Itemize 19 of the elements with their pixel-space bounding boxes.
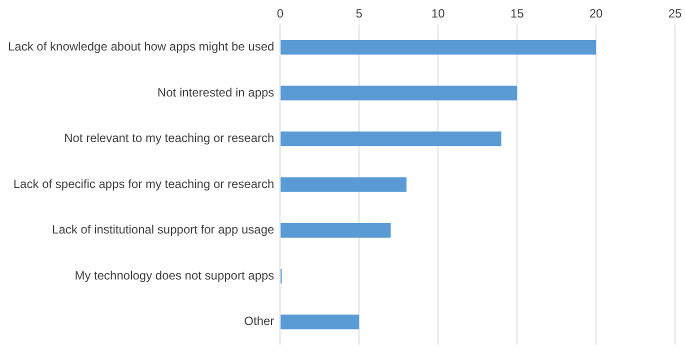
x-tick-label: 10 bbox=[431, 6, 446, 21]
x-tick-label: 15 bbox=[510, 6, 524, 21]
x-tick-label: 0 bbox=[276, 6, 284, 21]
x-tick-label: 25 bbox=[668, 6, 682, 21]
bar bbox=[280, 177, 407, 192]
y-tick-label: Not interested in apps bbox=[157, 85, 274, 100]
x-tick-label: 20 bbox=[589, 6, 604, 21]
y-tick-label: Lack of specific apps for my teaching or research bbox=[13, 176, 274, 191]
bar bbox=[280, 314, 360, 330]
x-tick-label: 5 bbox=[356, 6, 363, 21]
y-tick-label: Not relevant to my teaching or research bbox=[64, 131, 274, 146]
bar bbox=[280, 86, 518, 100]
y-tick-label: My technology does not support apps bbox=[74, 268, 274, 282]
bar bbox=[280, 223, 391, 238]
y-tick-label: Lack of institutional support for app usage bbox=[52, 222, 275, 237]
y-tick-label: Lack of knowledge about how apps might be used bbox=[8, 40, 274, 54]
bar bbox=[280, 40, 596, 55]
y-tick-label: Other bbox=[244, 314, 274, 328]
bar bbox=[280, 132, 502, 146]
